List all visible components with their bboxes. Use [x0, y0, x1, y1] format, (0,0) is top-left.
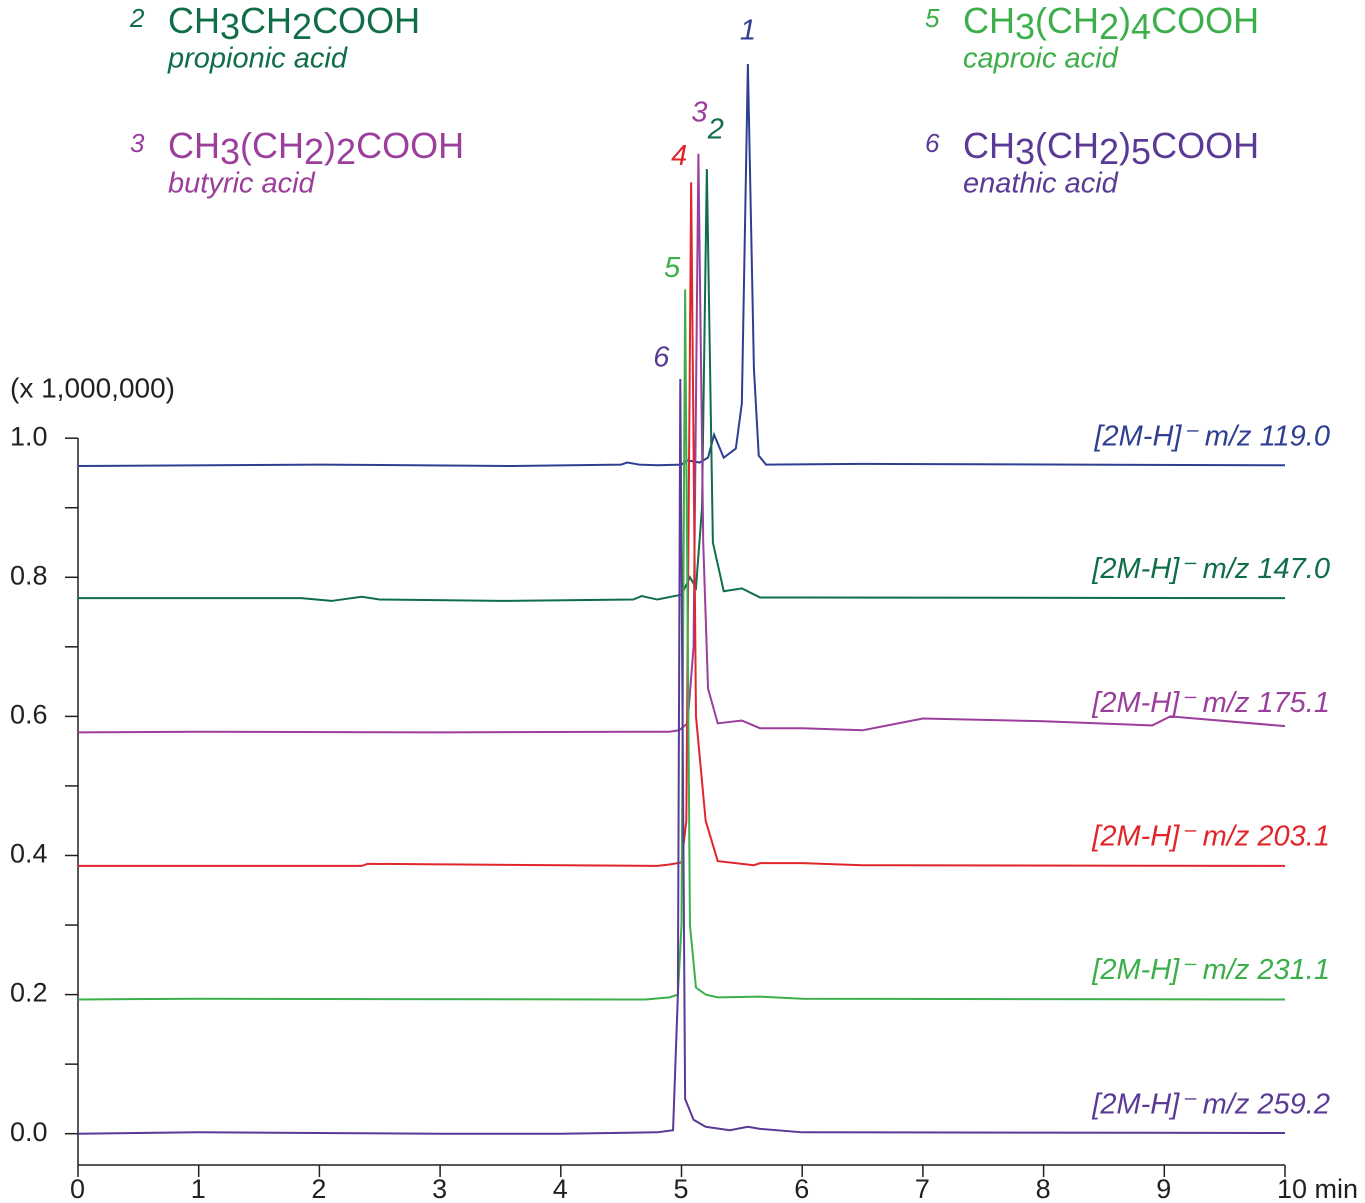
compound-name: caproic acid: [963, 43, 1119, 75]
x-tick-label: 6: [794, 1174, 809, 1203]
x-tick-label: 4: [553, 1174, 568, 1203]
trace-label: [2M-H]⁻ m/z 231.1: [1091, 954, 1330, 986]
peak-label: 6: [653, 342, 670, 374]
compound-name: propionic acid: [167, 43, 348, 75]
y-tick-label: 1.0: [10, 421, 48, 451]
trace: [77, 289, 1286, 1001]
trace: [77, 63, 1286, 468]
y-tick-label: 0.8: [10, 560, 48, 590]
trace-label: [2M-H]⁻ m/z 147.0: [1091, 553, 1330, 585]
trace-label: [2M-H]⁻ m/z 203.1: [1091, 821, 1330, 853]
x-tick-label: 1: [191, 1174, 206, 1203]
y-tick-label: 0.0: [10, 1117, 48, 1147]
trace-label: [2M-H]⁻ m/z 119.0: [1093, 421, 1330, 453]
y-tick-label: 0.4: [10, 839, 48, 869]
peak-label: 2: [707, 114, 724, 146]
x-tick-label: 0: [70, 1174, 85, 1203]
trace: [77, 153, 1286, 734]
y-axis-label: (x 1,000,000): [10, 372, 175, 403]
x-tick-label: 2: [311, 1174, 326, 1203]
compound-number: 2: [129, 3, 145, 33]
x-tick-label: 9: [1156, 1174, 1171, 1203]
trace-label: [2M-H]⁻ m/z 259.2: [1091, 1088, 1330, 1120]
peak-label: 5: [664, 252, 681, 284]
peak-label: 3: [691, 96, 707, 128]
compound-formula: CH3CH2COOH: [168, 0, 420, 47]
compound-name: enathic acid: [963, 168, 1119, 200]
x-tick-label: 7: [915, 1174, 930, 1203]
peak-label: 1: [740, 15, 756, 47]
compound-number: 5: [925, 3, 940, 33]
peak-label: 4: [671, 140, 687, 172]
y-tick-label: 0.2: [10, 978, 48, 1008]
x-tick-label: 10 min: [1277, 1174, 1358, 1203]
trace-label: [2M-H]⁻ m/z 175.1: [1091, 687, 1330, 719]
x-tick-label: 3: [432, 1174, 447, 1203]
x-tick-label: 8: [1036, 1174, 1051, 1203]
compound-formula: CH3(CH2)5COOH: [963, 125, 1259, 172]
trace: [77, 379, 1286, 1135]
compound-number: 3: [130, 128, 145, 158]
compound-name: butyric acid: [168, 168, 316, 200]
trace: [78, 168, 1286, 602]
compound-number: 6: [925, 128, 940, 158]
trace: [78, 182, 1286, 867]
compound-formula: CH3(CH2)2COOH: [168, 125, 464, 172]
x-tick-label: 5: [674, 1174, 689, 1203]
compound-formula: CH3(CH2)4COOH: [963, 0, 1259, 47]
y-tick-label: 0.6: [10, 700, 48, 730]
